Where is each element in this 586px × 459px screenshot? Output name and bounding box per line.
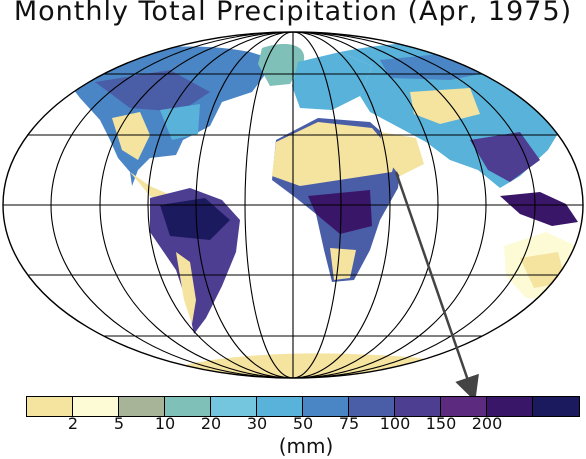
region-canada-wet — [95, 70, 210, 112]
color-bar-tick-30: 30 — [246, 414, 268, 433]
color-bar-bin-10 — [487, 397, 533, 416]
color-bar-tick-2: 2 — [67, 414, 79, 433]
color-bar-tick-75: 75 — [338, 414, 360, 433]
color-bar-tick-150: 150 — [425, 414, 457, 433]
map-title: Monthly Total Precipitation (Apr, 1975) — [13, 0, 573, 27]
region-north-america-west-dry — [112, 112, 150, 160]
color-bar-tick-100: 100 — [379, 414, 411, 433]
color-bar-bin-8 — [395, 397, 441, 416]
color-bar-bin-6 — [303, 397, 349, 416]
color-bar-tick-5: 5 — [113, 414, 125, 433]
landmass-europe — [292, 52, 372, 110]
color-bar-tick-200: 200 — [471, 414, 503, 433]
region-central-africa-heavy — [308, 190, 372, 234]
precipitation-map — [2, 31, 584, 396]
graticule — [3, 32, 583, 378]
color-bar-bin-5 — [257, 397, 303, 416]
color-bar-bin-3 — [165, 397, 211, 416]
color-bar-bin-2 — [119, 397, 165, 416]
color-bar — [26, 396, 580, 417]
color-bar-tick-10: 10 — [154, 414, 176, 433]
color-bar-tick-20: 20 — [200, 414, 222, 433]
color-bar-bin-7 — [349, 397, 395, 416]
units-label: (mm) — [278, 434, 334, 458]
color-bar-bin-1 — [73, 397, 119, 416]
landmass-indonesia — [500, 192, 578, 226]
globe-outline — [2, 31, 584, 379]
annotation-arrow — [394, 171, 479, 396]
region-southeast-asia-heavy — [470, 132, 540, 182]
region-sahara-dry — [272, 122, 396, 186]
color-bar-tick-50: 50 — [292, 414, 314, 433]
region-andes-dry — [176, 252, 196, 324]
color-bar-bin-0 — [27, 397, 73, 416]
color-bar-bin-9 — [441, 397, 487, 416]
region-central-asia-dry — [410, 88, 480, 124]
region-southern-africa-dry — [330, 248, 356, 280]
color-bar-bin-4 — [211, 397, 257, 416]
region-amazon-heavy — [160, 198, 230, 240]
color-bar-bin-11 — [533, 397, 579, 416]
landmass-arabia — [380, 132, 424, 176]
